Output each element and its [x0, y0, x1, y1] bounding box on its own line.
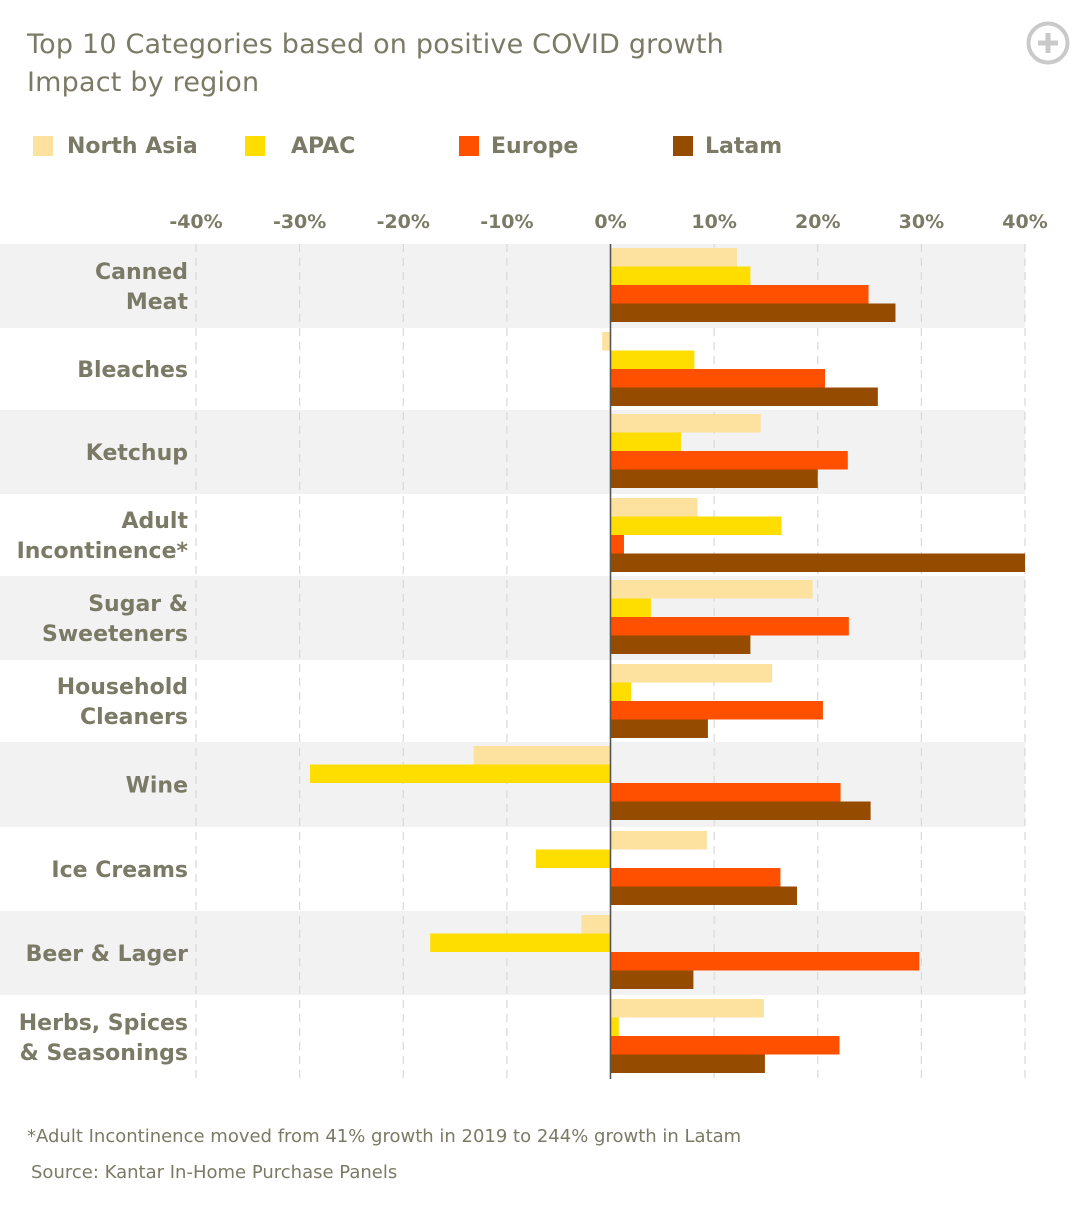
chart-title-line-1: Top 10 Categories based on positive COVI…: [27, 29, 724, 60]
category-label: Ketchup: [86, 441, 188, 466]
bar-apac-household-cleaners: [610, 682, 632, 701]
category-label: Cleaners: [80, 705, 188, 730]
bar-europe-wine: [610, 783, 841, 802]
bar-latam-household-cleaners: [610, 719, 708, 738]
x-tick-label: 40%: [1002, 211, 1047, 233]
source-note: Source: Kantar In-Home Purchase Panels: [31, 1162, 398, 1183]
bar-chart: -40% -30% -20% -10% 0% 10% 20% 30% 40% Canned Meat…: [0, 211, 1048, 1079]
bar-north-asia-household-cleaners: [610, 664, 773, 683]
category-label: Ice Creams: [51, 858, 188, 883]
bar-europe-canned-meat: [610, 285, 869, 304]
row-band: [0, 410, 1025, 494]
category-label: Bleaches: [77, 358, 188, 383]
legend: North Asia APAC Europe Latam: [0, 131, 1089, 161]
bar-latam-beer-lager: [610, 970, 694, 989]
bar-latam-wine: [610, 801, 871, 820]
chart-title: Top 10 Categories based on positive COVI…: [27, 26, 724, 102]
bar-north-asia-herbs-spices-seasonings: [610, 999, 764, 1018]
legend-swatch-north-asia: [33, 136, 53, 156]
bar-europe-ketchup: [610, 451, 848, 470]
bar-latam-ice-creams: [610, 886, 798, 905]
bar-europe-bleaches: [610, 369, 826, 388]
bar-europe-adult-incontinence: [610, 535, 624, 554]
bar-europe-ice-creams: [610, 868, 781, 887]
x-tick-label: -30%: [273, 211, 326, 233]
legend-item-europe[interactable]: Europe: [459, 131, 578, 161]
bar-north-asia-bleaches: [602, 332, 611, 351]
legend-swatch-apac: [245, 136, 265, 156]
bar-north-asia-adult-incontinence: [610, 498, 698, 517]
category-label: Herbs, Spices: [19, 1011, 188, 1036]
bar-apac-sugar-sweeteners: [610, 598, 651, 617]
row-band: [0, 576, 1025, 660]
x-tick-label: -10%: [480, 211, 533, 233]
bar-latam-herbs-spices-seasonings: [610, 1054, 765, 1073]
category-label: Beer & Lager: [26, 942, 188, 967]
category-label: Canned: [95, 260, 188, 285]
bar-europe-sugar-sweeteners: [610, 617, 849, 636]
bar-north-asia-wine: [473, 746, 611, 765]
legend-label-north-asia: North Asia: [67, 133, 198, 159]
bar-apac-canned-meat: [610, 266, 751, 285]
category-label: Adult: [122, 509, 189, 534]
category-label: Meat: [126, 290, 189, 315]
x-tick-label: -20%: [377, 211, 430, 233]
bar-europe-beer-lager: [610, 952, 920, 971]
bar-apac-wine: [309, 764, 611, 783]
x-tick-label: 0%: [594, 211, 626, 233]
bar-latam-canned-meat: [610, 303, 896, 322]
bar-north-asia-sugar-sweeteners: [610, 580, 813, 599]
bar-latam-bleaches: [610, 387, 878, 406]
legend-swatch-latam: [673, 136, 693, 156]
legend-label-latam: Latam: [705, 133, 783, 159]
bar-latam-ketchup: [610, 469, 818, 488]
legend-swatch-europe: [459, 136, 479, 156]
category-label: Incontinence*: [17, 539, 189, 564]
bar-north-asia-ice-creams: [610, 831, 707, 850]
x-tick-label: 30%: [899, 211, 944, 233]
legend-item-apac[interactable]: APAC: [245, 131, 355, 161]
bar-apac-bleaches: [610, 350, 695, 369]
bar-europe-household-cleaners: [610, 701, 823, 720]
bar-latam-adult-incontinence: [610, 553, 1025, 572]
bar-apac-beer-lager: [430, 933, 611, 952]
category-label: Household: [57, 675, 188, 700]
bar-europe-herbs-spices-seasonings: [610, 1036, 840, 1055]
category-label: Sweeteners: [42, 622, 188, 647]
category-label: Sugar &: [88, 592, 188, 617]
footnote: *Adult Incontinence moved from 41% growt…: [27, 1126, 742, 1147]
legend-item-north-asia[interactable]: North Asia: [33, 131, 198, 161]
plus-circle-icon[interactable]: [1026, 21, 1070, 65]
x-tick-label: -40%: [169, 211, 222, 233]
bar-apac-ketchup: [610, 432, 681, 451]
bar-apac-adult-incontinence: [610, 516, 782, 535]
category-label: Wine: [126, 774, 188, 799]
bar-apac-herbs-spices-seasonings: [610, 1017, 619, 1036]
bar-north-asia-beer-lager: [581, 915, 611, 934]
legend-label-europe: Europe: [491, 133, 579, 159]
x-tick-label: 10%: [691, 211, 736, 233]
bar-latam-sugar-sweeteners: [610, 635, 751, 654]
category-label: & Seasonings: [20, 1041, 188, 1066]
bar-north-asia-ketchup: [610, 414, 761, 433]
legend-label-apac: APAC: [291, 133, 356, 159]
legend-item-latam[interactable]: Latam: [673, 131, 782, 161]
x-tick-label: 20%: [795, 211, 840, 233]
bar-north-asia-canned-meat: [610, 248, 737, 267]
chart-title-line-2: Impact by region: [27, 67, 260, 98]
bar-apac-ice-creams: [535, 849, 611, 868]
